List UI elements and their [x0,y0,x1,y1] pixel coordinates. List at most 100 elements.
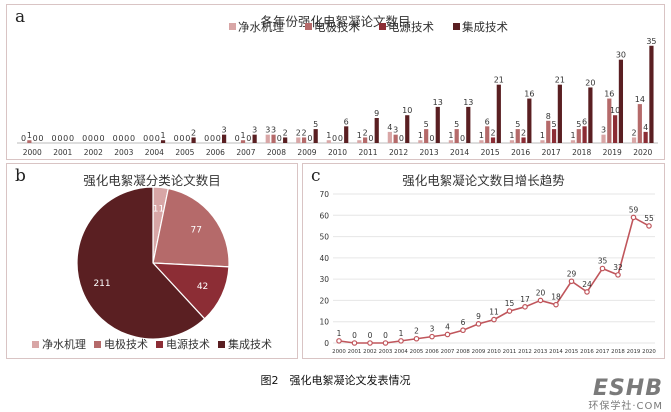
bar-value-label: 0 [216,134,221,143]
bar [271,134,276,143]
point-value-label: 20 [536,288,546,297]
bar [466,106,471,143]
legend-label: 净水机理 [238,20,284,34]
pie-value-label: 211 [93,279,110,289]
x-tick-label: 2000 [23,148,42,157]
figure-caption: 图2 强化电絮凝论文发表情况 [260,374,411,387]
bar [540,140,545,143]
x-tick-label: 2013 [534,349,548,355]
bar-value-label: 2 [296,128,301,137]
data-point [475,321,482,327]
bar-value-label: 0 [94,134,99,143]
bar-value-label: 0 [143,134,148,143]
bar-value-label: 30 [616,51,626,60]
legend-label: 电极技术 [104,338,148,351]
y-tick-label: 50 [319,233,329,242]
x-tick-label: 2004 [145,148,164,157]
x-tick-label: 2010 [328,148,347,157]
point-value-label: 24 [582,280,592,289]
bar [601,134,606,143]
bar-value-label: 5 [454,120,459,129]
bar-value-label: 1 [357,131,362,140]
x-tick-label: 2018 [572,148,591,157]
bar-value-label: 4 [387,123,392,132]
bar-value-label: 3 [252,126,257,135]
x-tick-label: 2017 [596,349,610,355]
bar [326,140,331,143]
x-tick-label: 2012 [389,148,408,157]
data-point [537,297,544,304]
bar [160,140,166,143]
pie-slice [152,187,230,268]
bar [363,137,368,143]
pie-value-label: 42 [197,282,208,292]
bar-value-label: 0 [204,134,209,143]
bar [479,140,484,143]
x-tick-label: 2000 [332,349,346,355]
bar [509,140,515,143]
x-tick-label: 2015 [565,349,579,355]
pie-value-label: 11 [153,205,164,215]
bar-value-label: 3 [265,126,270,135]
bar [637,104,642,143]
legend-swatch [156,340,163,348]
bar-value-label: 0 [185,134,190,143]
bar [582,126,587,143]
bar [222,134,227,143]
bar-value-label: 0 [69,134,74,143]
bar-value-label: 0 [149,134,154,143]
bar-value-label: 1 [27,131,32,140]
bar-value-label: 5 [515,120,520,129]
point-value-label: 1 [337,329,342,338]
data-point [429,333,435,340]
bar-value-label: 3 [271,126,276,135]
legend-swatch [94,340,101,348]
data-point [336,338,342,344]
point-value-label: 11 [489,308,499,317]
bar-value-label: 6 [344,117,349,126]
bar [405,115,410,143]
y-tick-label: 20 [319,296,329,305]
data-point [413,335,420,342]
bar [374,118,379,143]
bar [546,120,551,143]
bar [418,140,423,143]
bar [283,137,288,143]
x-tick-label: 2016 [511,148,530,157]
panel-a-letter: a [15,7,26,27]
bar [515,129,520,143]
bar [191,137,196,143]
bar-value-label: 2 [191,128,196,137]
bar-value-label: 2 [490,128,495,137]
bar-value-label: 0 [38,134,43,143]
bar [521,137,526,143]
bar [649,45,654,143]
x-tick-label: 2020 [642,349,656,355]
x-tick-label: 2011 [358,148,377,157]
bar-value-label: 0 [118,134,123,143]
bar-value-label: 2 [521,128,526,137]
bar [252,134,257,143]
y-tick-label: 70 [319,190,329,199]
bar-value-label: 1 [418,131,423,140]
bar-value-label: 8 [546,112,551,121]
legend-swatch [379,23,386,30]
pie-slice [151,262,230,320]
bar-value-label: 5 [576,120,581,129]
bar [618,59,624,143]
bar-value-label: 1 [479,131,484,140]
x-tick-label: 2019 [627,349,641,355]
data-point [599,265,606,272]
bar-value-label: 21 [494,76,504,85]
data-point [367,340,373,346]
point-value-label: 0 [352,331,357,340]
bar-value-label: 0 [21,134,26,143]
bar-value-label: 0 [307,134,312,143]
bar [588,87,593,143]
x-tick-label: 2014 [450,148,469,157]
data-point [568,278,575,285]
bar-value-label: 0 [368,134,373,143]
bar-value-label: 2 [363,128,368,137]
x-tick-label: 2020 [633,148,652,157]
bar-value-label: 0 [332,134,337,143]
